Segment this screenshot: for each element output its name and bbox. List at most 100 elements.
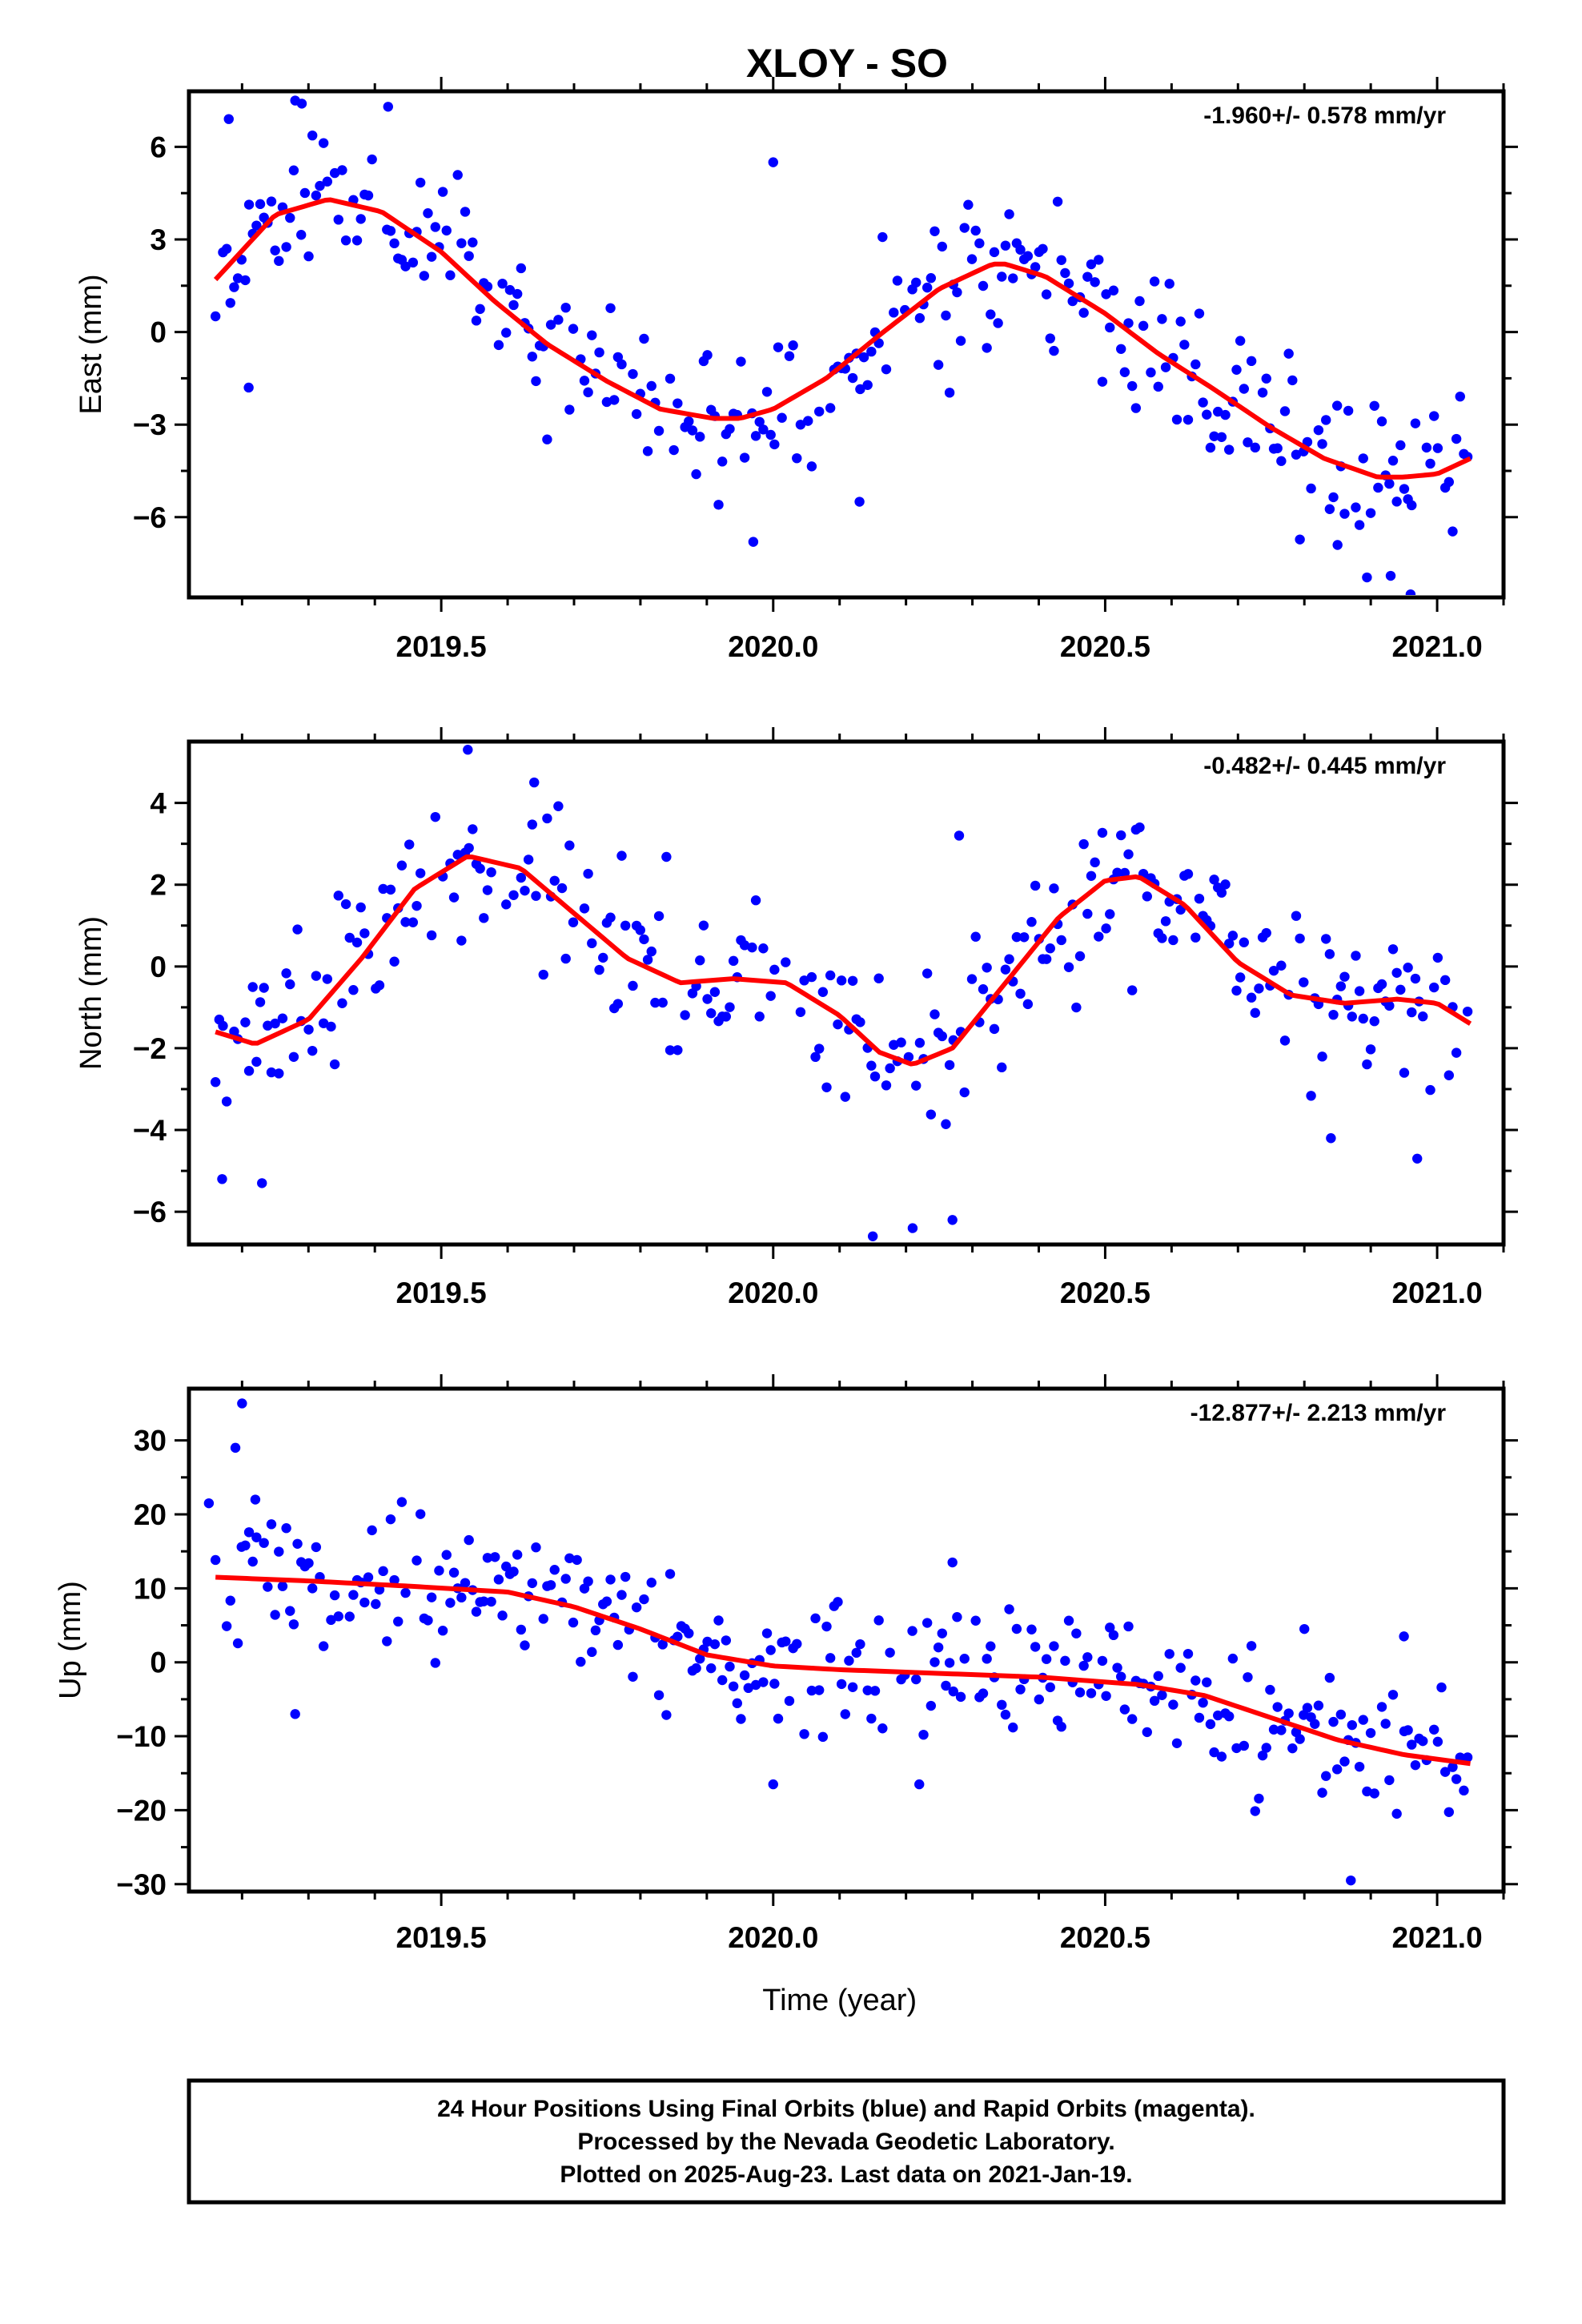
data-point [493,340,504,351]
data-point [1339,971,1350,982]
y-tick-label: 3 [150,223,167,256]
data-point [1198,1697,1208,1708]
data-point [673,398,683,408]
data-point [270,1018,280,1029]
data-point [1157,933,1167,943]
data-point [885,1647,895,1658]
data-point [855,384,865,395]
data-point [695,1654,705,1664]
data-point [941,1119,951,1129]
data-point [937,1031,947,1042]
data-point [1339,509,1350,519]
data-point [855,1017,865,1027]
data-point [1407,1739,1417,1750]
data-point [866,346,877,357]
data-point [1041,1654,1052,1664]
data-point [1432,443,1443,453]
data-point [609,395,620,405]
data-point [520,1640,530,1651]
data-point [941,310,951,321]
data-point [728,1681,739,1691]
data-point [1279,1035,1291,1046]
data-point [1130,403,1142,413]
data-point [1339,1756,1350,1767]
data-point [997,1699,1007,1711]
data-point [1086,1688,1097,1699]
data-point [889,308,899,318]
data-point [1343,405,1354,416]
data-point [1313,424,1324,436]
data-point [616,1590,627,1600]
data-point [531,376,541,387]
data-point [661,851,672,862]
y-tick-label: −30 [116,1868,167,1901]
data-point [653,1690,665,1700]
data-point [1351,502,1361,513]
data-point [673,1631,683,1642]
figure-title: XLOY - SO [746,41,948,86]
data-point [1000,1709,1011,1720]
data-point [1194,308,1205,319]
data-point [836,1679,847,1690]
data-point [1335,1709,1347,1720]
data-point [1351,951,1361,961]
data-point [1011,931,1022,943]
data-point [1086,870,1097,881]
data-point [1299,977,1309,987]
data-point [620,1571,631,1582]
data-point [1126,380,1138,392]
data-point [359,928,370,939]
data-point [1056,1722,1066,1732]
y-tick-label: −10 [116,1720,167,1753]
data-point [653,911,665,922]
data-point [769,1679,780,1689]
data-point [989,1023,1000,1035]
data-point [1194,1712,1205,1723]
data-point [1108,1630,1119,1641]
data-point [914,313,926,324]
data-point [1030,1642,1041,1652]
data-point [1376,1702,1387,1712]
data-point [1034,1694,1045,1705]
data-point [937,1628,947,1638]
data-point [1056,935,1066,946]
data-point [229,1026,239,1037]
data-point [464,842,474,854]
x-tick-label: 2021.0 [1391,1921,1482,1954]
data-point [1134,822,1145,833]
data-point [1310,1719,1320,1729]
data-point [296,230,307,240]
data-point [210,1077,221,1088]
y-tick-label: 30 [134,1425,167,1458]
data-point [1324,504,1335,514]
data-point [657,1639,668,1650]
data-point [497,1610,508,1621]
data-point [1407,500,1417,511]
data-point [329,1590,340,1601]
data-point [1295,933,1305,944]
data-point [1369,1016,1379,1027]
up-panel: 2019.5 2020.0 2020.5 2021.0 30 20 10 0 −10 −20 −30… [54,1374,1518,2017]
data-point [263,1020,273,1031]
y-tick-label: −20 [116,1794,167,1827]
data-point [579,903,590,914]
data-point [765,991,776,1001]
data-point [1030,262,1041,272]
data-point [684,416,694,427]
data-point [1306,1091,1316,1101]
data-point [281,242,291,252]
data-point [583,1576,593,1586]
data-point [456,1592,467,1603]
data-point [836,975,847,986]
data-point [1399,1068,1410,1078]
data-point [1443,1070,1455,1080]
data-point [1223,444,1235,455]
data-point [404,839,415,850]
data-point-outlier [250,1494,261,1505]
y-tick-label: −6 [133,1196,167,1228]
data-point [1220,879,1231,890]
data-point-outlier [1326,1133,1336,1144]
data-point [1119,367,1130,377]
model-curve [213,197,1472,480]
y-axis-label: East (mm) [74,274,108,414]
